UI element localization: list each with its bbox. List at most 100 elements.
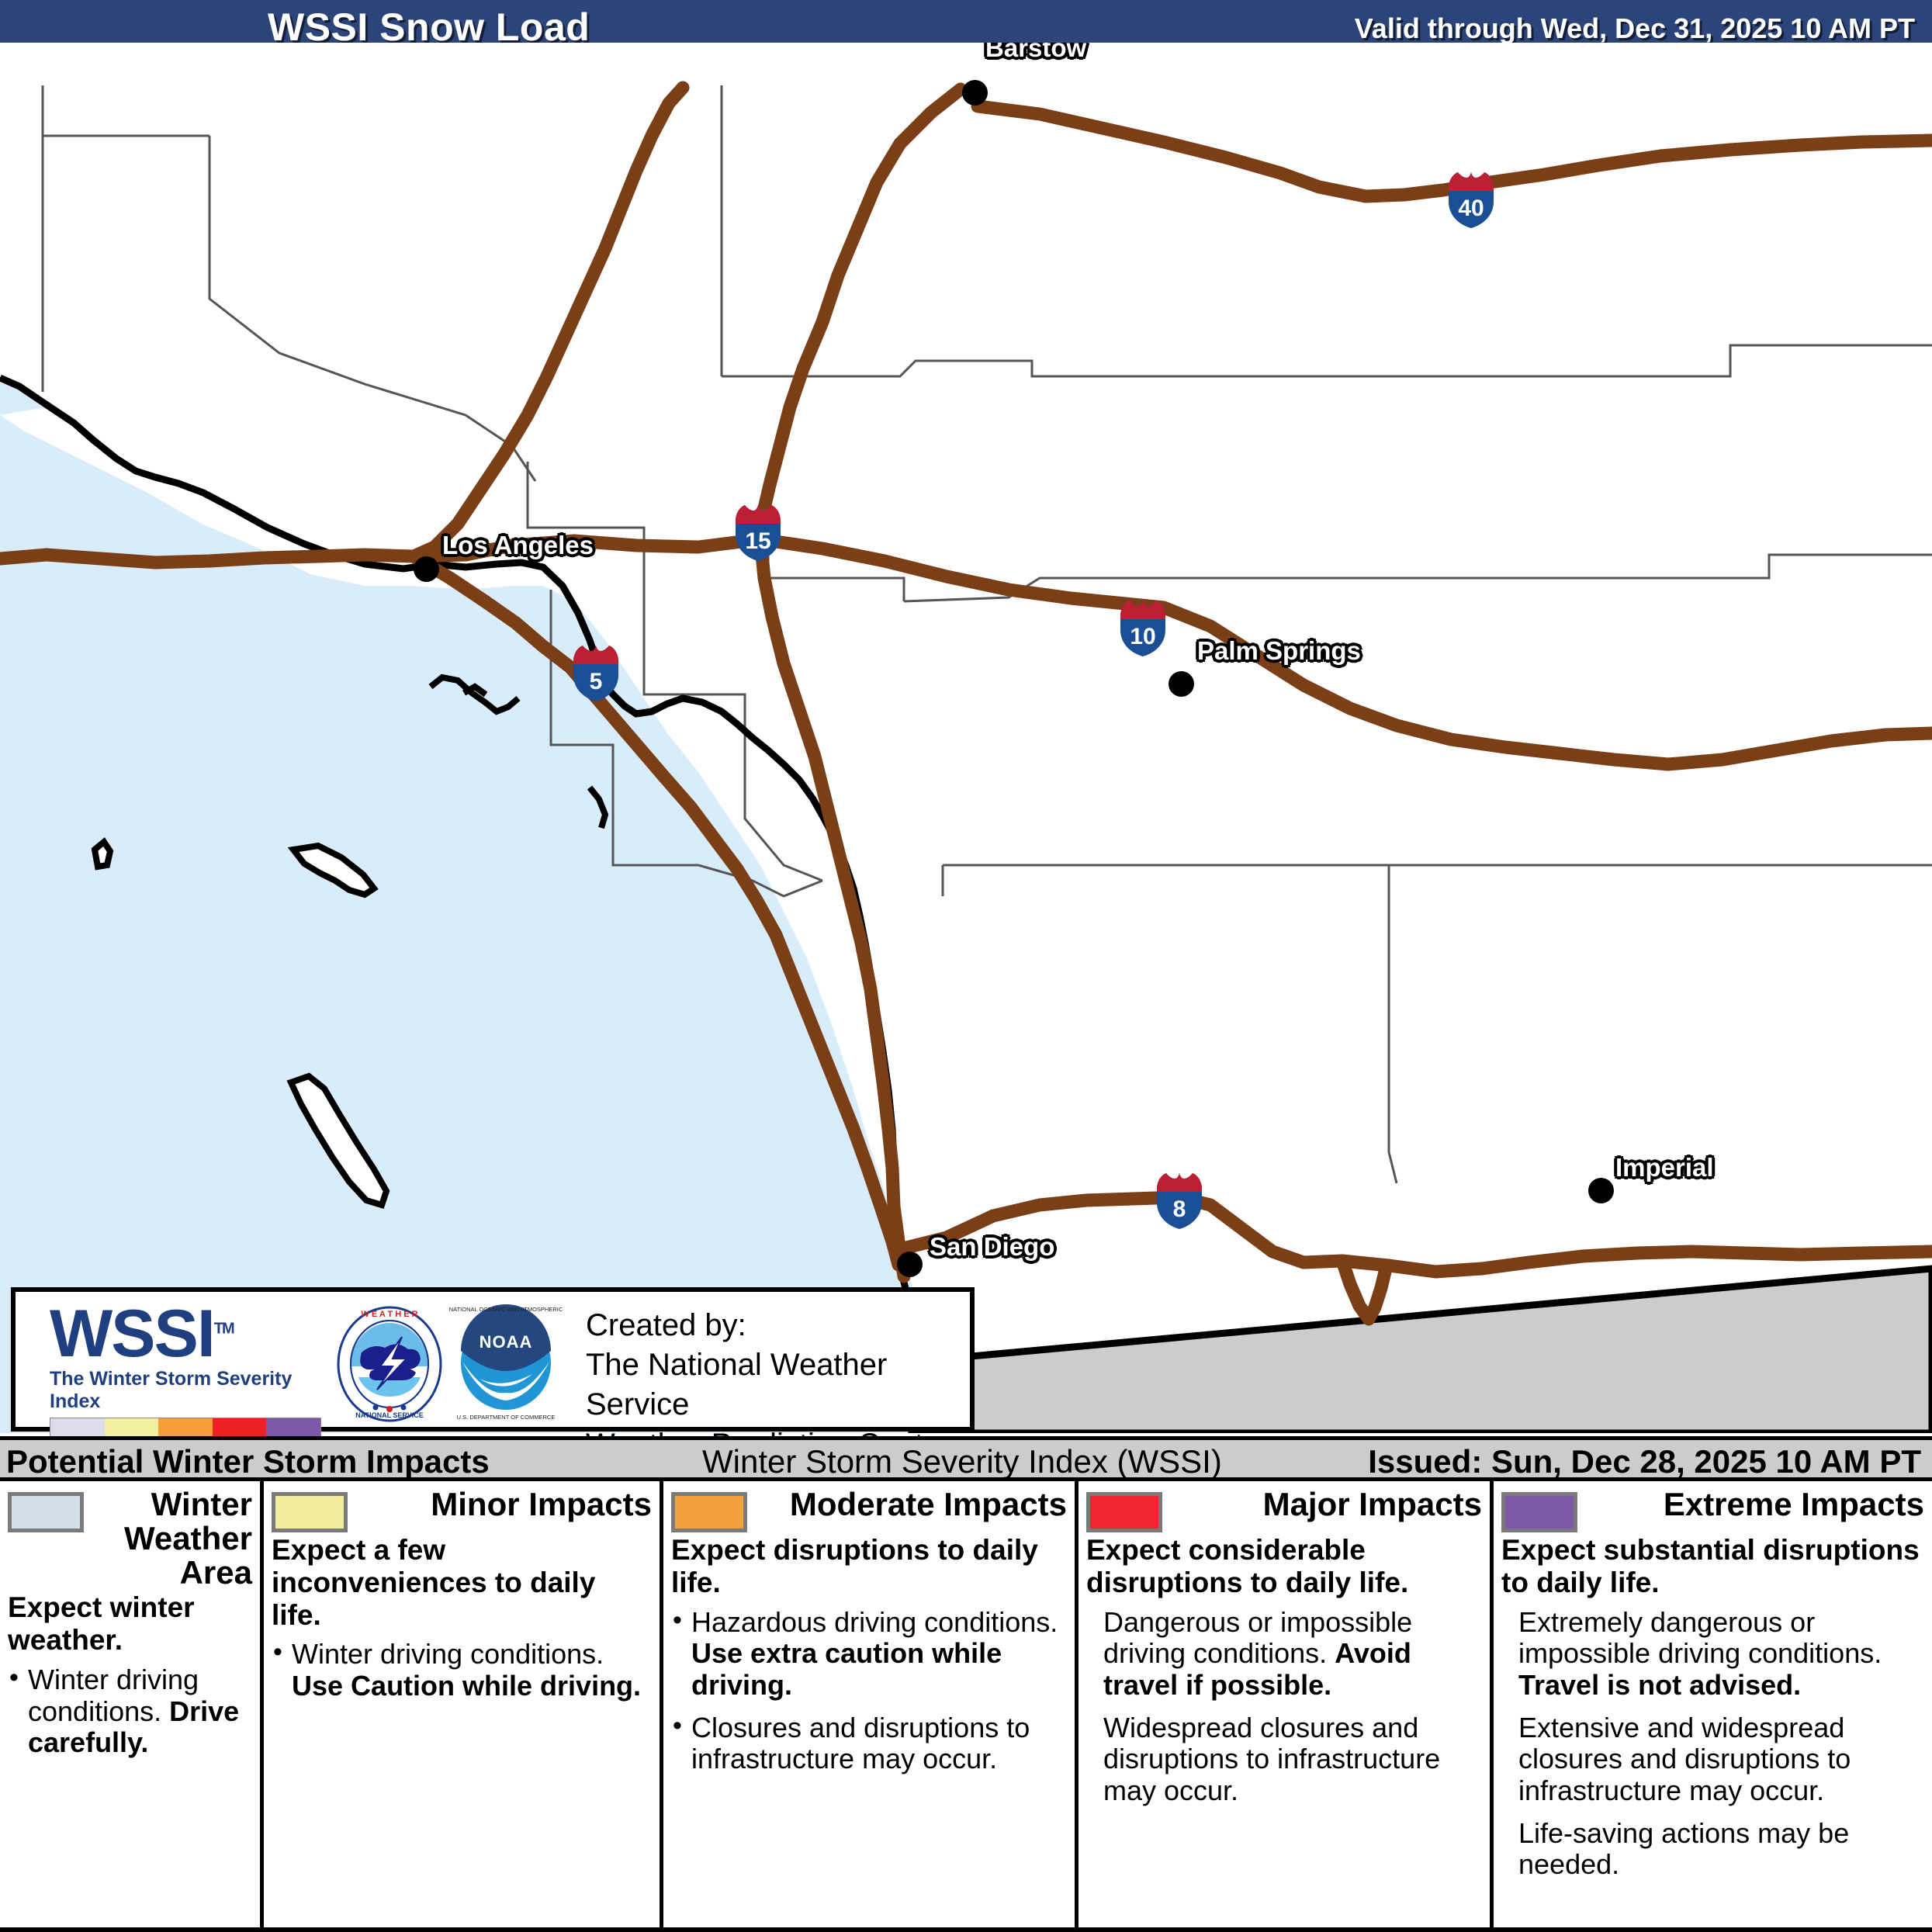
city-dot-san-diego (897, 1252, 923, 1277)
svg-text:8: 8 (1173, 1196, 1186, 1222)
wssi-wordmark-text: WSSI (50, 1297, 216, 1371)
bullet-text: Winter driving conditions. (292, 1638, 604, 1671)
legend-column-minor-impacts[interactable]: Minor Impacts Expect a few inconvenience… (264, 1481, 663, 1927)
page-title: WSSI Snow Load (268, 5, 590, 49)
bullet-text: Life-saving actions may be needed. (1518, 1816, 1850, 1881)
legend-header: Extreme Impacts (1501, 1487, 1924, 1532)
legend-title-extreme-impacts: Extreme Impacts (1663, 1486, 1924, 1522)
island-santa-catalina (287, 842, 379, 898)
legend-bullets-minor-impacts: Winter driving conditions. Use Caution w… (272, 1637, 652, 1702)
bullet-text: Dangerous or impossible driving conditio… (1103, 1605, 1413, 1670)
legend-bullets-major-impacts: Dangerous or impossible driving conditio… (1086, 1605, 1482, 1807)
legend-bullet: Winter driving conditions. Drive careful… (8, 1663, 252, 1759)
legend-header: Minor Impacts (272, 1487, 652, 1532)
legend-bullet: Widespread closures and disruptions to i… (1086, 1712, 1482, 1807)
city-dot-los-angeles (414, 556, 439, 582)
svg-text:U.S. DEPARTMENT OF COMMERCE: U.S. DEPARTMENT OF COMMERCE (457, 1414, 556, 1421)
interstate-shield-10: 10 (1120, 601, 1165, 656)
legend-column-major-impacts[interactable]: Major Impacts Expect considerable disrup… (1079, 1481, 1494, 1927)
map-geometry (0, 43, 1932, 1433)
legend-bullets-moderate-impacts: Hazardous driving conditions. Use extra … (671, 1605, 1067, 1775)
interstate-shield-5: 5 (573, 646, 618, 701)
impact-legend: Winter Weather Area Expect winter weathe… (0, 1481, 1932, 1932)
legend-intro-minor-impacts: Expect a few inconveniences to daily lif… (272, 1534, 596, 1631)
interstate-shield-15: 15 (736, 505, 781, 561)
svg-text:10: 10 (1130, 624, 1155, 649)
legend-column-moderate-impacts[interactable]: Moderate Impacts Expect disruptions to d… (663, 1481, 1079, 1927)
legend-title-minor-impacts: Minor Impacts (431, 1486, 652, 1522)
status-bar: Potential Winter Storm Impacts Winter St… (0, 1436, 1932, 1481)
svg-text:15: 15 (745, 528, 770, 554)
wssi-name-label: Winter Storm Severity Index (WSSI) (702, 1443, 1222, 1480)
valid-through-text: Valid through Wed, Dec 31, 2025 10 AM PT (1354, 12, 1915, 44)
legend-bullet: Winter driving conditions. Use Caution w… (272, 1637, 652, 1702)
legend-bullet: Closures and disruptions to infrastructu… (671, 1711, 1067, 1775)
city-label-san-diego: San Diego (930, 1232, 1055, 1261)
bullet-text: Hazardous driving conditions. (691, 1605, 1058, 1638)
noaa-seal: NOAA NATIONAL OCEANIC AND ATMOSPHERIC U.… (449, 1304, 563, 1421)
legend-intro-moderate-impacts: Expect disruptions to daily life. (671, 1534, 1038, 1598)
legend-bullets-extreme-impacts: Extremely dangerous or impossible drivin… (1501, 1605, 1924, 1881)
city-label-palm-springs: Palm Springs (1197, 636, 1361, 665)
legend-header: Major Impacts (1086, 1487, 1482, 1532)
svg-text:NOAA: NOAA (480, 1332, 533, 1352)
credit-org-line-1: The National Weather Service (586, 1348, 888, 1422)
svg-text:5: 5 (590, 669, 603, 694)
legend-intro-winter-weather-area: Expect winter weather. (8, 1591, 195, 1657)
legend-swatch-extreme-impacts (1501, 1492, 1577, 1532)
island-san-nicolas (91, 837, 114, 871)
legend-header: Winter Weather Area (8, 1487, 252, 1590)
interstate-shield-40: 40 (1449, 172, 1494, 228)
legend-intro-extreme-impacts: Expect substantial disruptions to daily … (1501, 1534, 1920, 1598)
bullet-text: Widespread closures and disruptions to i… (1103, 1711, 1441, 1806)
svg-text:NATIONAL OCEANIC AND ATMOSPHER: NATIONAL OCEANIC AND ATMOSPHERIC (449, 1306, 563, 1313)
bullet-emphasis: Travel is not advised. (1518, 1668, 1802, 1701)
city-label-imperial: Imperial (1615, 1153, 1714, 1182)
bullet-text: Extremely dangerous or impossible drivin… (1518, 1605, 1882, 1670)
legend-swatch-major-impacts (1086, 1492, 1162, 1532)
city-label-barstow: Barstow (985, 43, 1087, 62)
legend-title-winter-weather-area: Winter Weather Area (124, 1486, 252, 1591)
legend-intro-major-impacts: Expect considerable disruptions to daily… (1086, 1534, 1409, 1598)
national-weather-service-seal: W E A T H E R NATIONAL SERVICE (337, 1306, 442, 1422)
city-label-los-angeles: Los Angeles (442, 531, 594, 559)
legend-bullet: Life-saving actions may be needed. (1501, 1816, 1924, 1881)
wssi-subtitle: The Winter Storm Severity Index (50, 1367, 293, 1412)
legend-bullets-winter-weather-area: Winter driving conditions. Drive careful… (8, 1663, 252, 1759)
legend-column-extreme-impacts[interactable]: Extreme Impacts Expect substantial disru… (1494, 1481, 1932, 1927)
bullet-text: Winter driving conditions. (28, 1663, 199, 1727)
legend-bullet: Dangerous or impossible driving conditio… (1086, 1605, 1482, 1702)
wssi-trademark: TM (213, 1320, 235, 1338)
legend-bullet: Extremely dangerous or impossible drivin… (1501, 1605, 1924, 1702)
interstate-shield-8: 8 (1157, 1173, 1202, 1229)
wssi-wordmark: WSSITM (50, 1300, 329, 1367)
legend-header: Moderate Impacts (671, 1487, 1067, 1532)
bullet-text: Closures and disruptions to infrastructu… (691, 1711, 1030, 1775)
bullet-text: Extensive and widespread closures and di… (1518, 1711, 1851, 1806)
legend-title-major-impacts: Major Impacts (1262, 1486, 1482, 1522)
bullet-emphasis: Drive carefully. (28, 1695, 240, 1759)
city-dot-palm-springs (1169, 671, 1194, 697)
legend-bullet: Hazardous driving conditions. Use extra … (671, 1605, 1067, 1702)
wssi-credit-box: WSSITM The Winter Storm Severity Index W… (11, 1287, 975, 1462)
svg-text:NATIONAL SERVICE: NATIONAL SERVICE (355, 1411, 424, 1419)
map-canvas[interactable]: Barstow Los Angeles Palm Springs San Die… (0, 43, 1932, 1433)
legend-swatch-moderate-impacts (671, 1492, 747, 1532)
potential-impacts-label: Potential Winter Storm Impacts (6, 1443, 490, 1480)
svg-text:40: 40 (1458, 196, 1484, 221)
issued-label: Issued: Sun, Dec 28, 2025 10 AM PT (1368, 1443, 1921, 1480)
legend-swatch-winter-weather-area (8, 1492, 84, 1532)
city-dot-imperial (1588, 1178, 1614, 1203)
bullet-emphasis: Avoid travel if possible. (1103, 1637, 1411, 1701)
ocean-polygon (0, 415, 927, 1433)
svg-text:W E A T H E R: W E A T H E R (361, 1310, 417, 1319)
city-dot-barstow (962, 80, 988, 106)
created-by-label: Created by: (586, 1308, 746, 1342)
legend-title-moderate-impacts: Moderate Impacts (789, 1486, 1067, 1522)
bullet-emphasis: Use Caution while driving. (292, 1670, 642, 1702)
interstate-highways (0, 81, 1932, 1326)
legend-swatch-minor-impacts (272, 1492, 348, 1532)
legend-column-winter-weather-area[interactable]: Winter Weather Area Expect winter weathe… (0, 1481, 264, 1927)
legend-bullet: Extensive and widespread closures and di… (1501, 1712, 1924, 1807)
